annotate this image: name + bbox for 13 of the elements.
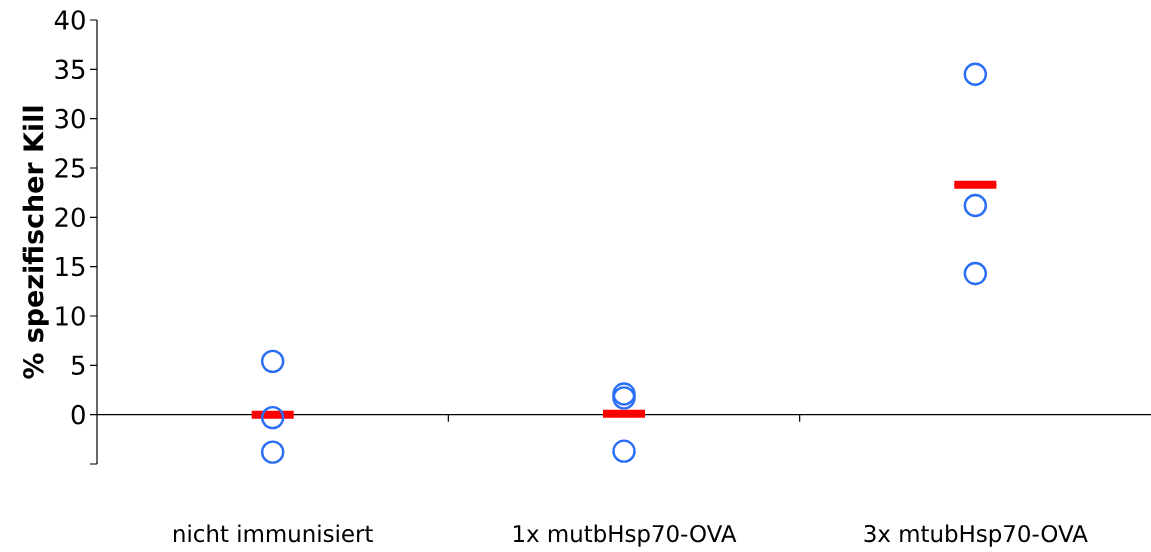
y-tick-label: 35 — [55, 59, 85, 80]
y-tick-label: 40 — [54, 10, 85, 30]
x-tick-label: 1x mutbHsp70-OVA — [513, 524, 737, 547]
y-tick-label: 0 — [71, 404, 85, 425]
y-tick-label: 10 — [56, 306, 85, 326]
y-tick-label: 25 — [55, 158, 85, 178]
x-tick-label: nicht immunisiert — [174, 524, 373, 543]
y-tick-label: 30 — [55, 108, 85, 129]
x-tick-label: 3x mtubHsp70-OVA — [864, 524, 1088, 547]
y-tick-label: 15 — [56, 257, 85, 277]
y-tick-label: 20 — [55, 207, 85, 228]
y-tick-label: 5 — [72, 355, 85, 375]
y-axis-title: % spezifischer Kill — [22, 106, 49, 379]
